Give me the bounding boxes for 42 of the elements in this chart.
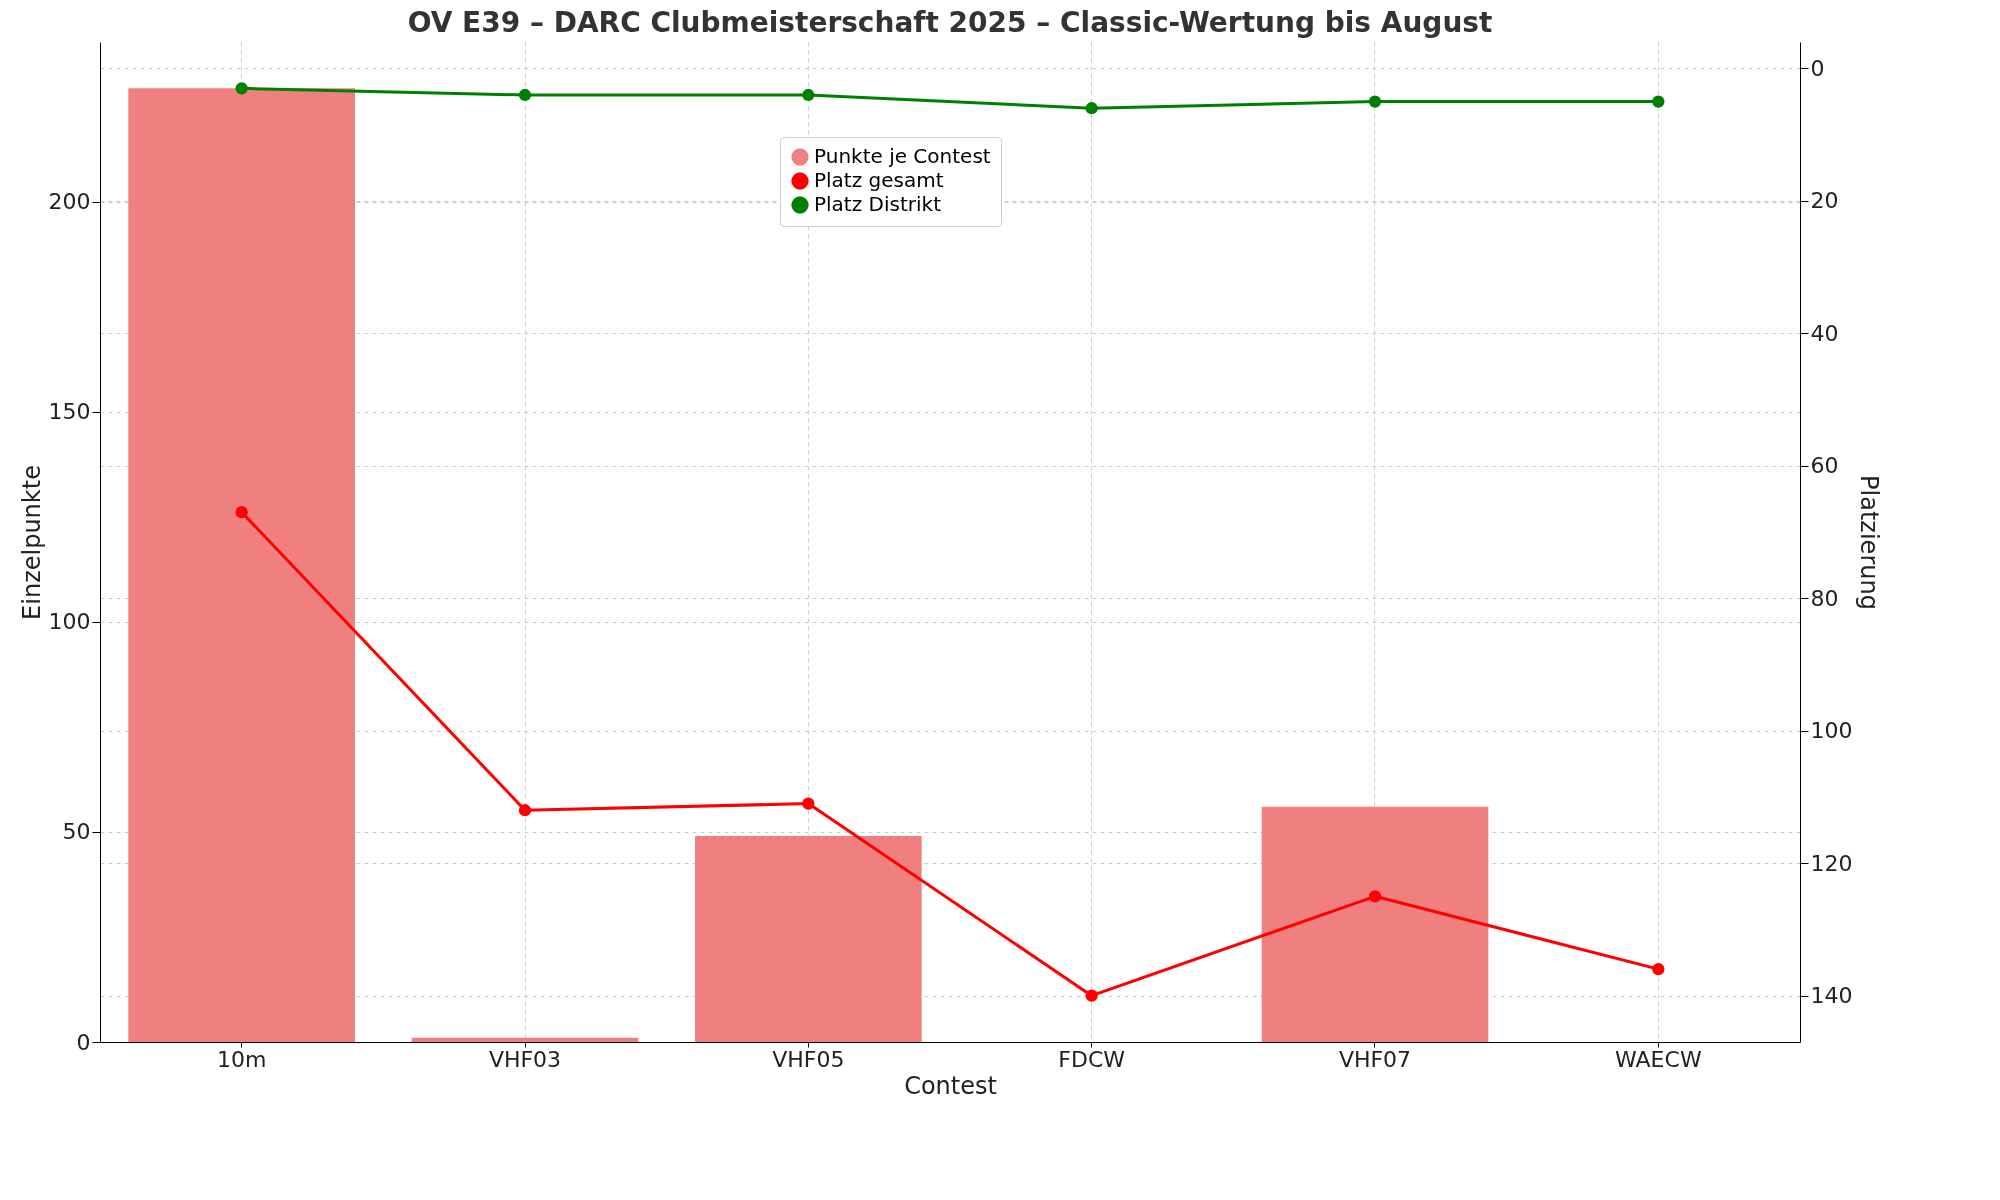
point [1368,890,1382,903]
y2-axis-title: Platzierung [1855,475,1884,610]
point [1368,95,1382,108]
legend-label: Punkte je Contest [814,144,991,168]
y-tick-label: 50 [62,819,91,845]
x-tick-label: 10m [216,1046,267,1072]
legend-label: Platz Distrikt [814,192,942,216]
x-tick-label: VHF07 [1338,1046,1412,1072]
y-tick-label: 100 [48,609,91,635]
y2-tick-label: 60 [1810,453,1839,479]
y2-tick-label: 20 [1810,188,1839,214]
legend-label: Platz gesamt [814,168,944,192]
y2-tick-label: 140 [1810,983,1853,1009]
x-tick-label: WAECW [1615,1046,1702,1072]
y-tick-label: 200 [48,189,91,215]
y-axis-title: Einzelpunkte [17,465,46,620]
y2-tick-label: 0 [1810,55,1825,81]
point [1085,102,1098,115]
point [1085,989,1098,1002]
x-tick-label: VHF03 [488,1046,562,1072]
y2-tick-label: 80 [1810,585,1839,611]
chart-title: OV E39 – DARC Clubmeisterschaft 2025 – Classic-Wertung bis August [407,6,1493,39]
y2-tick-label: 40 [1810,320,1839,346]
point [802,88,815,102]
point [802,797,815,810]
x-tick-label: FDCW [1058,1046,1126,1072]
x-axis-title: Contest [904,1071,997,1100]
point [1652,95,1665,108]
point [1652,963,1665,976]
x-tick-label: VHF05 [772,1046,845,1072]
y2-tick-label: 100 [1810,718,1853,744]
point [235,82,248,95]
y2-tick-label: 120 [1810,850,1853,876]
bar [695,836,922,1042]
point [518,804,532,817]
y-tick-label: 150 [48,399,91,425]
bar [128,88,355,1042]
y-tick-label: 0 [76,1029,91,1055]
point [518,88,532,102]
bar [1261,806,1489,1042]
point [235,506,248,519]
bar [411,1037,639,1042]
